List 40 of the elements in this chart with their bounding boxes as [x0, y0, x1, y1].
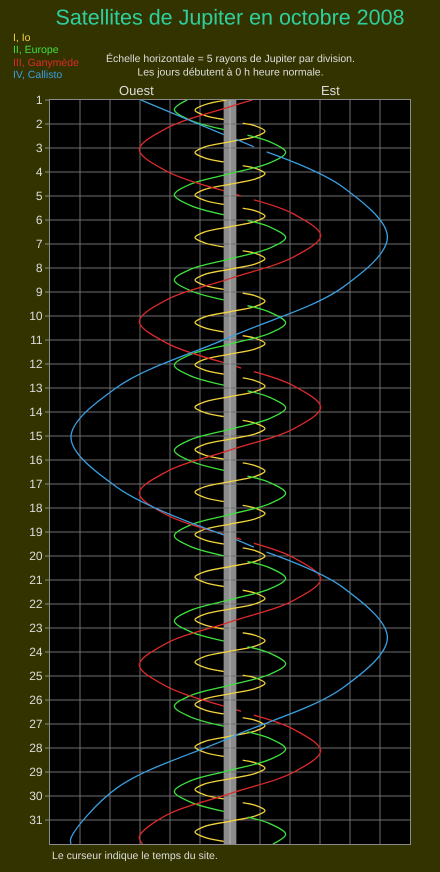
y-tick-label: 16: [29, 453, 43, 468]
y-tick-label: 24: [29, 645, 43, 660]
y-tick-label: 26: [29, 693, 43, 708]
text: Est: [321, 83, 340, 98]
y-tick-label: 17: [29, 477, 43, 492]
y-tick-label: 21: [29, 573, 43, 588]
y-tick-label: 5: [36, 189, 43, 204]
text: Le curseur indique le temps du site.: [52, 850, 218, 862]
y-tick-label: 29: [29, 765, 43, 780]
y-tick-label: 28: [29, 741, 43, 756]
text: III, Ganymède: [13, 57, 80, 69]
y-tick-label: 30: [29, 789, 43, 804]
y-tick-label: 12: [29, 357, 43, 372]
y-tick-label: 7: [36, 237, 43, 252]
chart-title: Satellites de Jupiter en octobre 2008: [55, 6, 405, 30]
y-tick-label: 1: [36, 93, 43, 108]
y-tick-label: 22: [29, 597, 43, 612]
y-tick-label: 14: [29, 405, 43, 420]
y-tick-label: 20: [29, 549, 43, 564]
y-tick-label: 4: [36, 165, 43, 180]
y-tick-label: 18: [29, 501, 43, 516]
y-tick-label: 25: [29, 669, 43, 684]
chart-subtitle: Échelle horizontale = 5 rayons de Jupiter par division. Les jours débutent à 0 h heure normale.: [106, 52, 355, 79]
y-tick-label: 6: [36, 213, 43, 228]
text: Ouest: [119, 83, 154, 98]
y-tick-label: 3: [36, 141, 43, 156]
text: I, Io: [13, 32, 31, 44]
y-tick-label: 15: [29, 429, 43, 444]
y-tick-label: 11: [30, 333, 43, 348]
text: IV, Callisto: [13, 69, 62, 81]
text: II, Europe: [13, 44, 59, 56]
y-tick-label: 13: [29, 381, 43, 396]
y-tick-label: 27: [29, 717, 43, 732]
y-tick-label: 23: [29, 621, 43, 636]
y-tick-label: 10: [29, 309, 43, 324]
y-tick-label: 19: [29, 525, 43, 540]
y-tick-label: 8: [36, 261, 43, 276]
y-tick-label: 2: [36, 117, 43, 132]
y-tick-label: 31: [29, 813, 43, 828]
y-tick-label: 9: [36, 285, 43, 300]
